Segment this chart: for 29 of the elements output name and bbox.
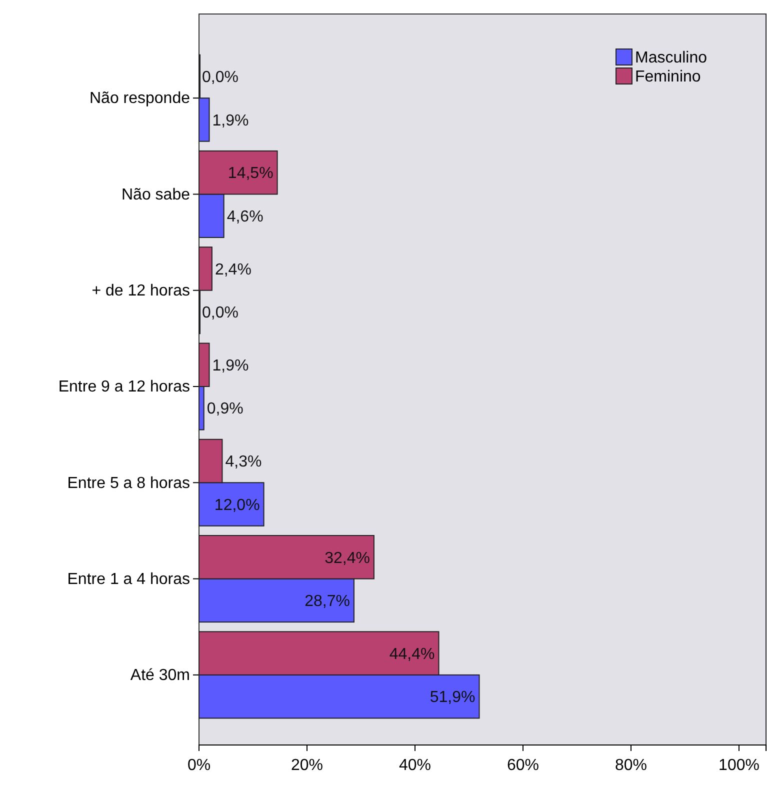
data-label: 0,9%: [206, 400, 244, 418]
data-label: 44,4%: [389, 646, 435, 663]
y-tick-label: Não responde: [89, 90, 190, 108]
y-tick-label: + de 12 horas: [92, 282, 190, 300]
x-tick-label: 0%: [187, 757, 211, 774]
data-label: 4,6%: [226, 208, 264, 226]
data-label: 28,7%: [304, 593, 350, 610]
y-tick-label: Entre 9 a 12 horas: [58, 378, 190, 396]
x-tick-label: 100%: [718, 757, 760, 774]
x-tick-label: 40%: [398, 757, 432, 774]
y-tick-label: Entre 1 a 4 horas: [67, 570, 190, 588]
x-tick-label: 20%: [290, 757, 324, 774]
data-label: 14,5%: [228, 165, 274, 182]
y-tick-label: Entre 5 a 8 horas: [67, 474, 190, 492]
x-tick-label: 60%: [506, 757, 540, 774]
data-label: 1,9%: [212, 357, 249, 374]
legend-label: Masculino: [635, 50, 708, 67]
data-label: 12,0%: [214, 496, 260, 514]
data-label: 32,4%: [324, 550, 370, 567]
data-label: 0,0%: [202, 69, 238, 86]
data-label: 4,3%: [225, 454, 262, 471]
data-label: 2,4%: [214, 261, 252, 278]
x-tick-label: 80%: [614, 757, 648, 774]
data-label: 1,9%: [212, 112, 249, 130]
y-tick-label: Até 30m: [130, 667, 190, 684]
data-label: 0,0%: [202, 304, 238, 322]
data-label: 51,9%: [430, 689, 476, 706]
legend-label: Feminino: [635, 68, 701, 86]
y-tick-label: Não sabe: [122, 186, 190, 204]
